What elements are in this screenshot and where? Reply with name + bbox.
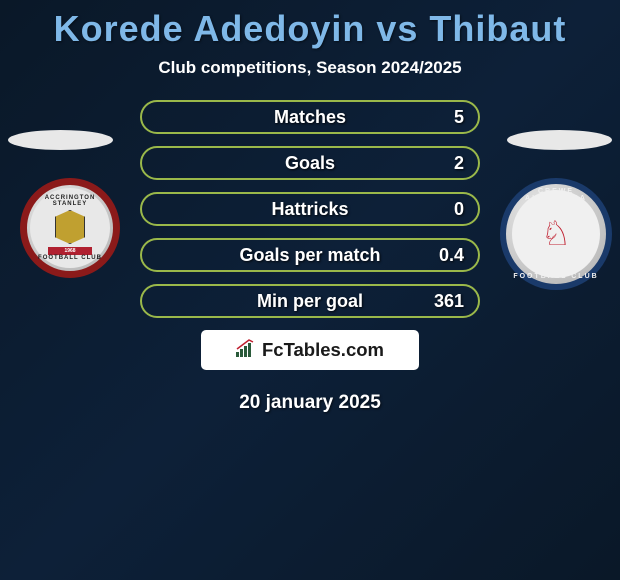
branding-badge[interactable]: FcTables.com — [201, 330, 419, 370]
club-right-ring-bottom: FOOTBALL CLUB — [513, 273, 598, 280]
club-right-ring-top: CREWE ALEXANDRA — [506, 188, 606, 202]
club-badge-left-inner: ACCRINGTON STANLEY 1968 FOOTBALL CLUB — [30, 188, 110, 268]
stat-row-hattricks: Hattricks 0 — [140, 192, 480, 226]
stat-row-matches: Matches 5 — [140, 100, 480, 134]
club-badge-right: CREWE ALEXANDRA ♘ FOOTBALL CLUB — [500, 178, 612, 290]
stat-label: Min per goal — [257, 291, 363, 312]
stat-value: 361 — [434, 291, 464, 312]
date-label: 20 january 2025 — [0, 392, 620, 414]
stat-row-goals-per-match: Goals per match 0.4 — [140, 238, 480, 272]
stat-value: 0 — [454, 199, 464, 220]
club-left-ribbon: 1968 — [48, 247, 92, 255]
stat-label: Matches — [274, 107, 346, 128]
stat-value: 0.4 — [439, 245, 464, 266]
page-title: Korede Adedoyin vs Thibaut — [0, 8, 620, 50]
club-left-text-top: ACCRINGTON STANLEY — [30, 195, 110, 207]
club-left-crest-icon — [55, 210, 85, 244]
stat-label: Goals — [285, 153, 335, 174]
comparison-card: Korede Adedoyin vs Thibaut Club competit… — [0, 0, 620, 414]
stats-table: Matches 5 Goals 2 Hattricks 0 Goals per … — [140, 100, 480, 318]
stat-row-min-per-goal: Min per goal 361 — [140, 284, 480, 318]
stat-label: Hattricks — [271, 199, 348, 220]
club-badge-left: ACCRINGTON STANLEY 1968 FOOTBALL CLUB — [20, 178, 120, 278]
stat-label: Goals per match — [239, 245, 380, 266]
branding-text: FcTables.com — [262, 339, 384, 361]
stat-value: 2 — [454, 153, 464, 174]
stat-row-goals: Goals 2 — [140, 146, 480, 180]
player-photo-right-placeholder — [507, 130, 612, 150]
lion-icon: ♘ — [534, 212, 578, 256]
chart-icon — [236, 339, 258, 362]
stat-value: 5 — [454, 107, 464, 128]
subtitle: Club competitions, Season 2024/2025 — [0, 58, 620, 78]
club-left-text-bottom: FOOTBALL CLUB — [38, 255, 102, 261]
player-photo-left-placeholder — [8, 130, 113, 150]
club-badge-right-inner: ♘ — [512, 190, 600, 278]
